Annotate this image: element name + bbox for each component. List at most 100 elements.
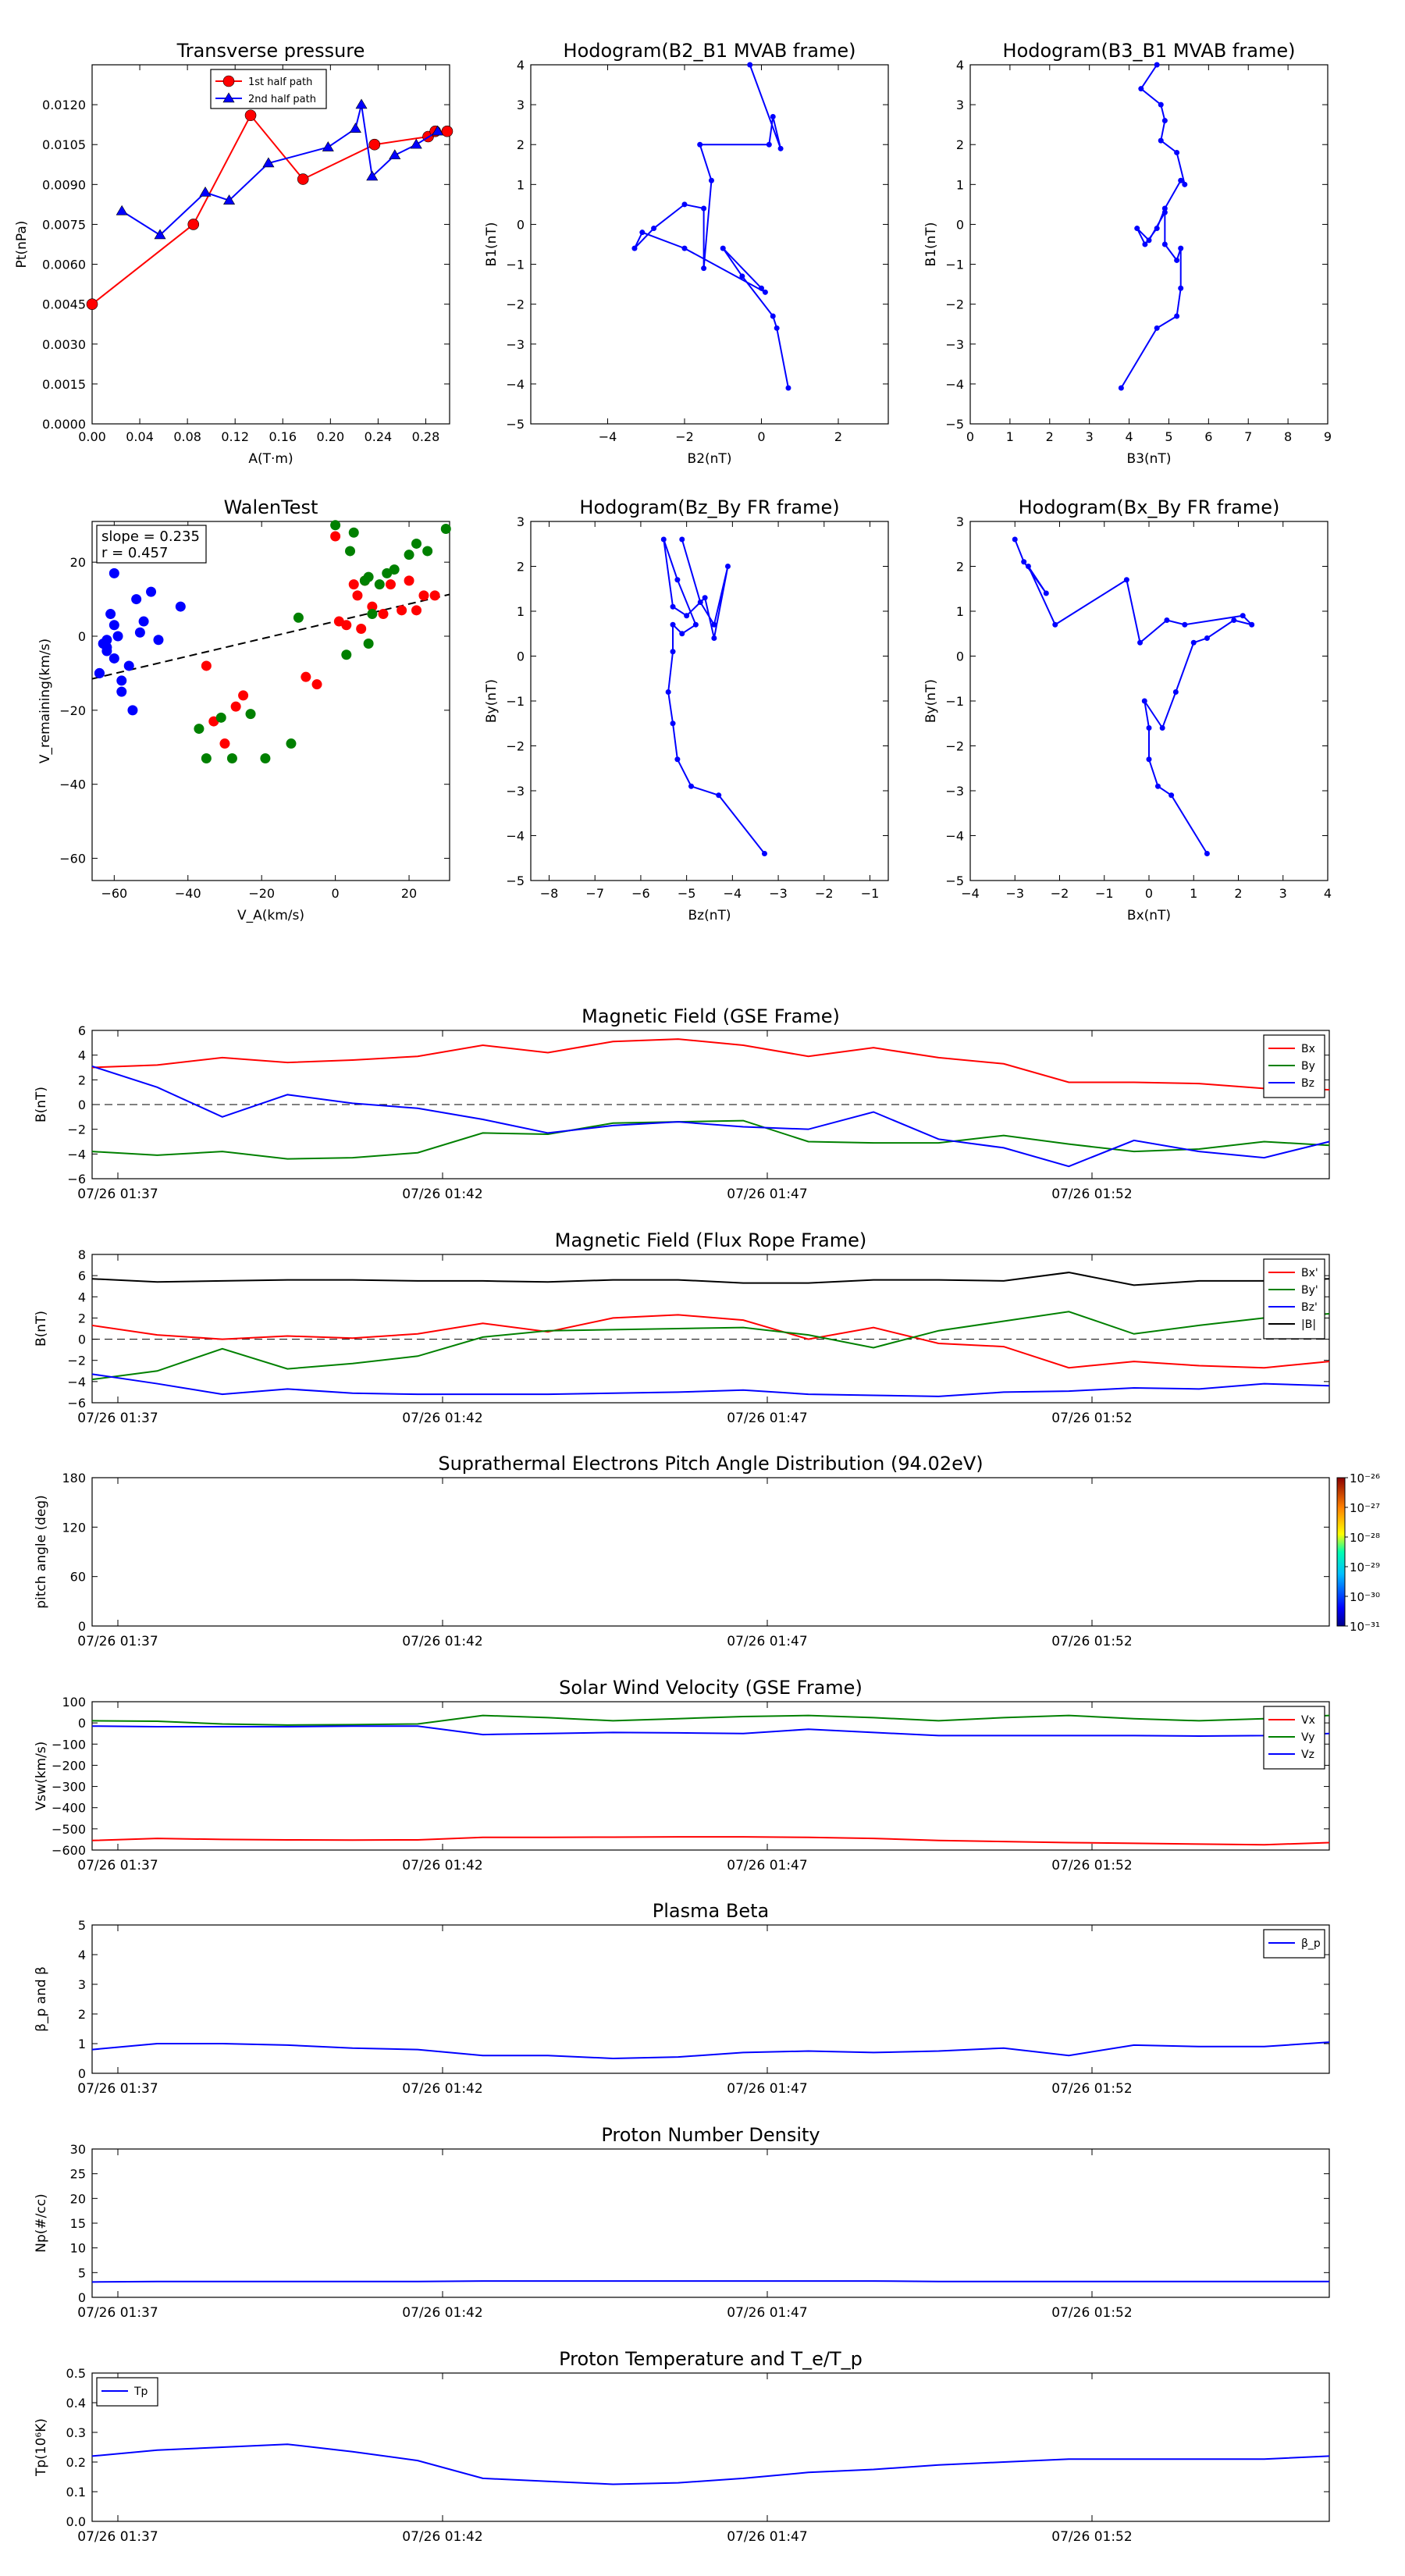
plot-frame (530, 521, 889, 881)
y-tick-label: 100 (62, 1695, 86, 1710)
legend-marker (222, 75, 235, 87)
data-point (774, 325, 780, 331)
data-point (94, 667, 105, 678)
x-tick-label: −2 (815, 886, 834, 901)
chart-title: Suprathermal Electrons Pitch Angle Distr… (438, 1453, 983, 1475)
y-tick-label: −40 (59, 777, 86, 792)
data-point (187, 219, 200, 230)
y-tick-label: 180 (62, 1471, 86, 1485)
data-point (348, 527, 359, 538)
data-point (1249, 621, 1255, 628)
plot-frame (91, 2148, 1330, 2298)
y-tick-label: −60 (59, 852, 86, 866)
data-point (411, 538, 422, 549)
y-tick-label: −3 (945, 337, 964, 352)
chart-title: Proton Number Density (601, 2124, 820, 2146)
y-tick-label: −2 (506, 739, 525, 754)
y-tick-label: 30 (70, 2142, 86, 2157)
time-tick-label: 07/26 01:52 (1051, 1634, 1132, 1649)
data-point (238, 690, 249, 701)
data-point (226, 753, 237, 764)
y-tick-label: −4 (945, 377, 964, 392)
time-tick-label: 07/26 01:42 (402, 2081, 482, 2097)
data-point (701, 265, 707, 272)
x-axis-label: B3(nT) (1127, 451, 1172, 467)
series-line-3 (91, 1272, 1330, 1286)
x-tick-label: −4 (599, 429, 617, 444)
data-point (1142, 241, 1148, 247)
data-point (1172, 689, 1179, 695)
y-tick-label: 0 (78, 629, 86, 644)
x-tick-label: −4 (961, 886, 980, 901)
y-tick-label: 8 (78, 1247, 86, 1262)
x-tick-label: −7 (585, 886, 604, 901)
legend-label: Bz' (1301, 1301, 1318, 1314)
y-tick-label: 3 (956, 98, 964, 112)
data-point (1204, 635, 1210, 641)
legend-label: Vy (1301, 1731, 1315, 1744)
series-line-0 (91, 1836, 1330, 1846)
plot-frame (91, 1701, 1330, 1851)
data-point (175, 601, 186, 612)
x-tick-label: 0 (1145, 886, 1153, 901)
y-tick-label: −2 (506, 297, 525, 312)
data-point (363, 571, 374, 582)
data-point (311, 679, 322, 690)
y-tick-label: 0 (78, 2290, 86, 2305)
fit-line (91, 593, 450, 680)
data-point (138, 616, 149, 627)
time-tick-label: 07/26 01:42 (402, 1634, 482, 1649)
plot-frame (530, 64, 889, 425)
y-tick-label: −1 (945, 258, 964, 272)
chart-title: Hodogram(Bx_By FR frame) (1019, 496, 1280, 518)
series-line-0 (634, 64, 789, 389)
data-point (116, 686, 127, 697)
data-point (785, 385, 791, 391)
y-tick-label: −3 (506, 337, 525, 352)
data-point (286, 738, 297, 749)
data-point (194, 724, 205, 735)
data-point (223, 194, 236, 205)
time-tick-label: 07/26 01:42 (402, 1858, 482, 1873)
y-tick-label: 1 (956, 177, 964, 192)
data-point (1141, 698, 1147, 704)
x-tick-label: 3 (1086, 429, 1094, 444)
data-point (1154, 226, 1160, 232)
data-point (378, 609, 389, 620)
y-tick-label: 2 (78, 2007, 86, 2022)
y-tick-label: 0.1 (66, 2485, 86, 2500)
x-tick-label: −4 (724, 886, 742, 901)
y-tick-label: 2 (78, 1311, 86, 1325)
data-point (761, 851, 767, 856)
y-tick-label: 0 (78, 1098, 86, 1112)
data-point (108, 653, 119, 664)
time-tick-label: 07/26 01:52 (1051, 2081, 1132, 2097)
x-tick-label: 0.24 (365, 429, 393, 444)
data-point (201, 660, 212, 671)
y-tick-label: −2 (67, 1123, 86, 1137)
time-tick-label: 07/26 01:47 (727, 1858, 807, 1873)
data-point (215, 712, 226, 723)
y-tick-label: 1 (956, 604, 964, 619)
y-tick-label: 2 (956, 560, 964, 575)
proton-temperature-panel: Proton Temperature and T_e/T_p 0.5 0.4 0.3 0… (34, 2348, 1330, 2545)
data-point (1137, 639, 1144, 646)
series-line-0 (91, 2280, 1329, 2283)
y-tick-label: −100 (52, 1737, 86, 1752)
x-tick-label: 0 (966, 429, 974, 444)
data-point (702, 595, 708, 601)
y-tick-label: 0 (956, 217, 964, 232)
series-line-0 (91, 2443, 1330, 2485)
data-point (374, 579, 385, 590)
y-tick-label: −20 (59, 703, 86, 718)
data-point (441, 125, 454, 137)
data-point (758, 285, 764, 291)
legend-label: Vz (1301, 1749, 1314, 1761)
plot-frame (969, 64, 1329, 425)
x-tick-label: 0.12 (221, 429, 249, 444)
chart-title: Hodogram(B3_B1 MVAB frame) (1003, 40, 1296, 62)
data-point (697, 141, 703, 148)
chart-title: Proton Temperature and T_e/T_p (559, 2348, 863, 2370)
data-point (363, 638, 374, 649)
